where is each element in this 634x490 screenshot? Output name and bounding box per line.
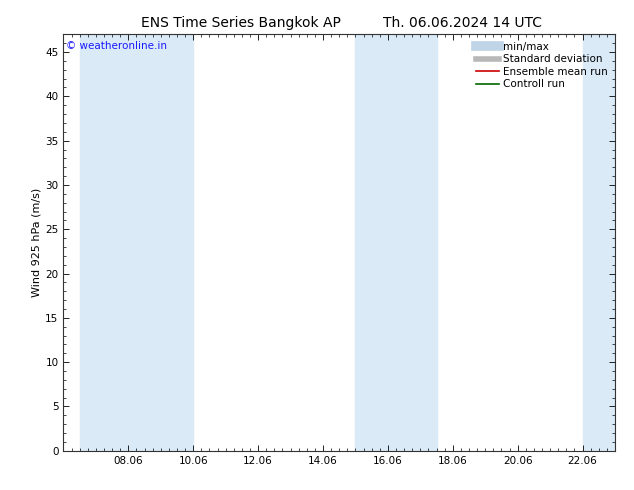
Bar <box>388 34 437 451</box>
Text: ENS Time Series Bangkok AP: ENS Time Series Bangkok AP <box>141 16 341 30</box>
Text: Th. 06.06.2024 14 UTC: Th. 06.06.2024 14 UTC <box>384 16 542 30</box>
Bar <box>80 34 128 451</box>
Text: © weatheronline.in: © weatheronline.in <box>66 41 167 50</box>
Bar <box>128 34 193 451</box>
Bar <box>583 34 615 451</box>
Y-axis label: Wind 925 hPa (m/s): Wind 925 hPa (m/s) <box>31 188 41 297</box>
Bar <box>356 34 388 451</box>
Legend: min/max, Standard deviation, Ensemble mean run, Controll run: min/max, Standard deviation, Ensemble me… <box>474 40 610 92</box>
